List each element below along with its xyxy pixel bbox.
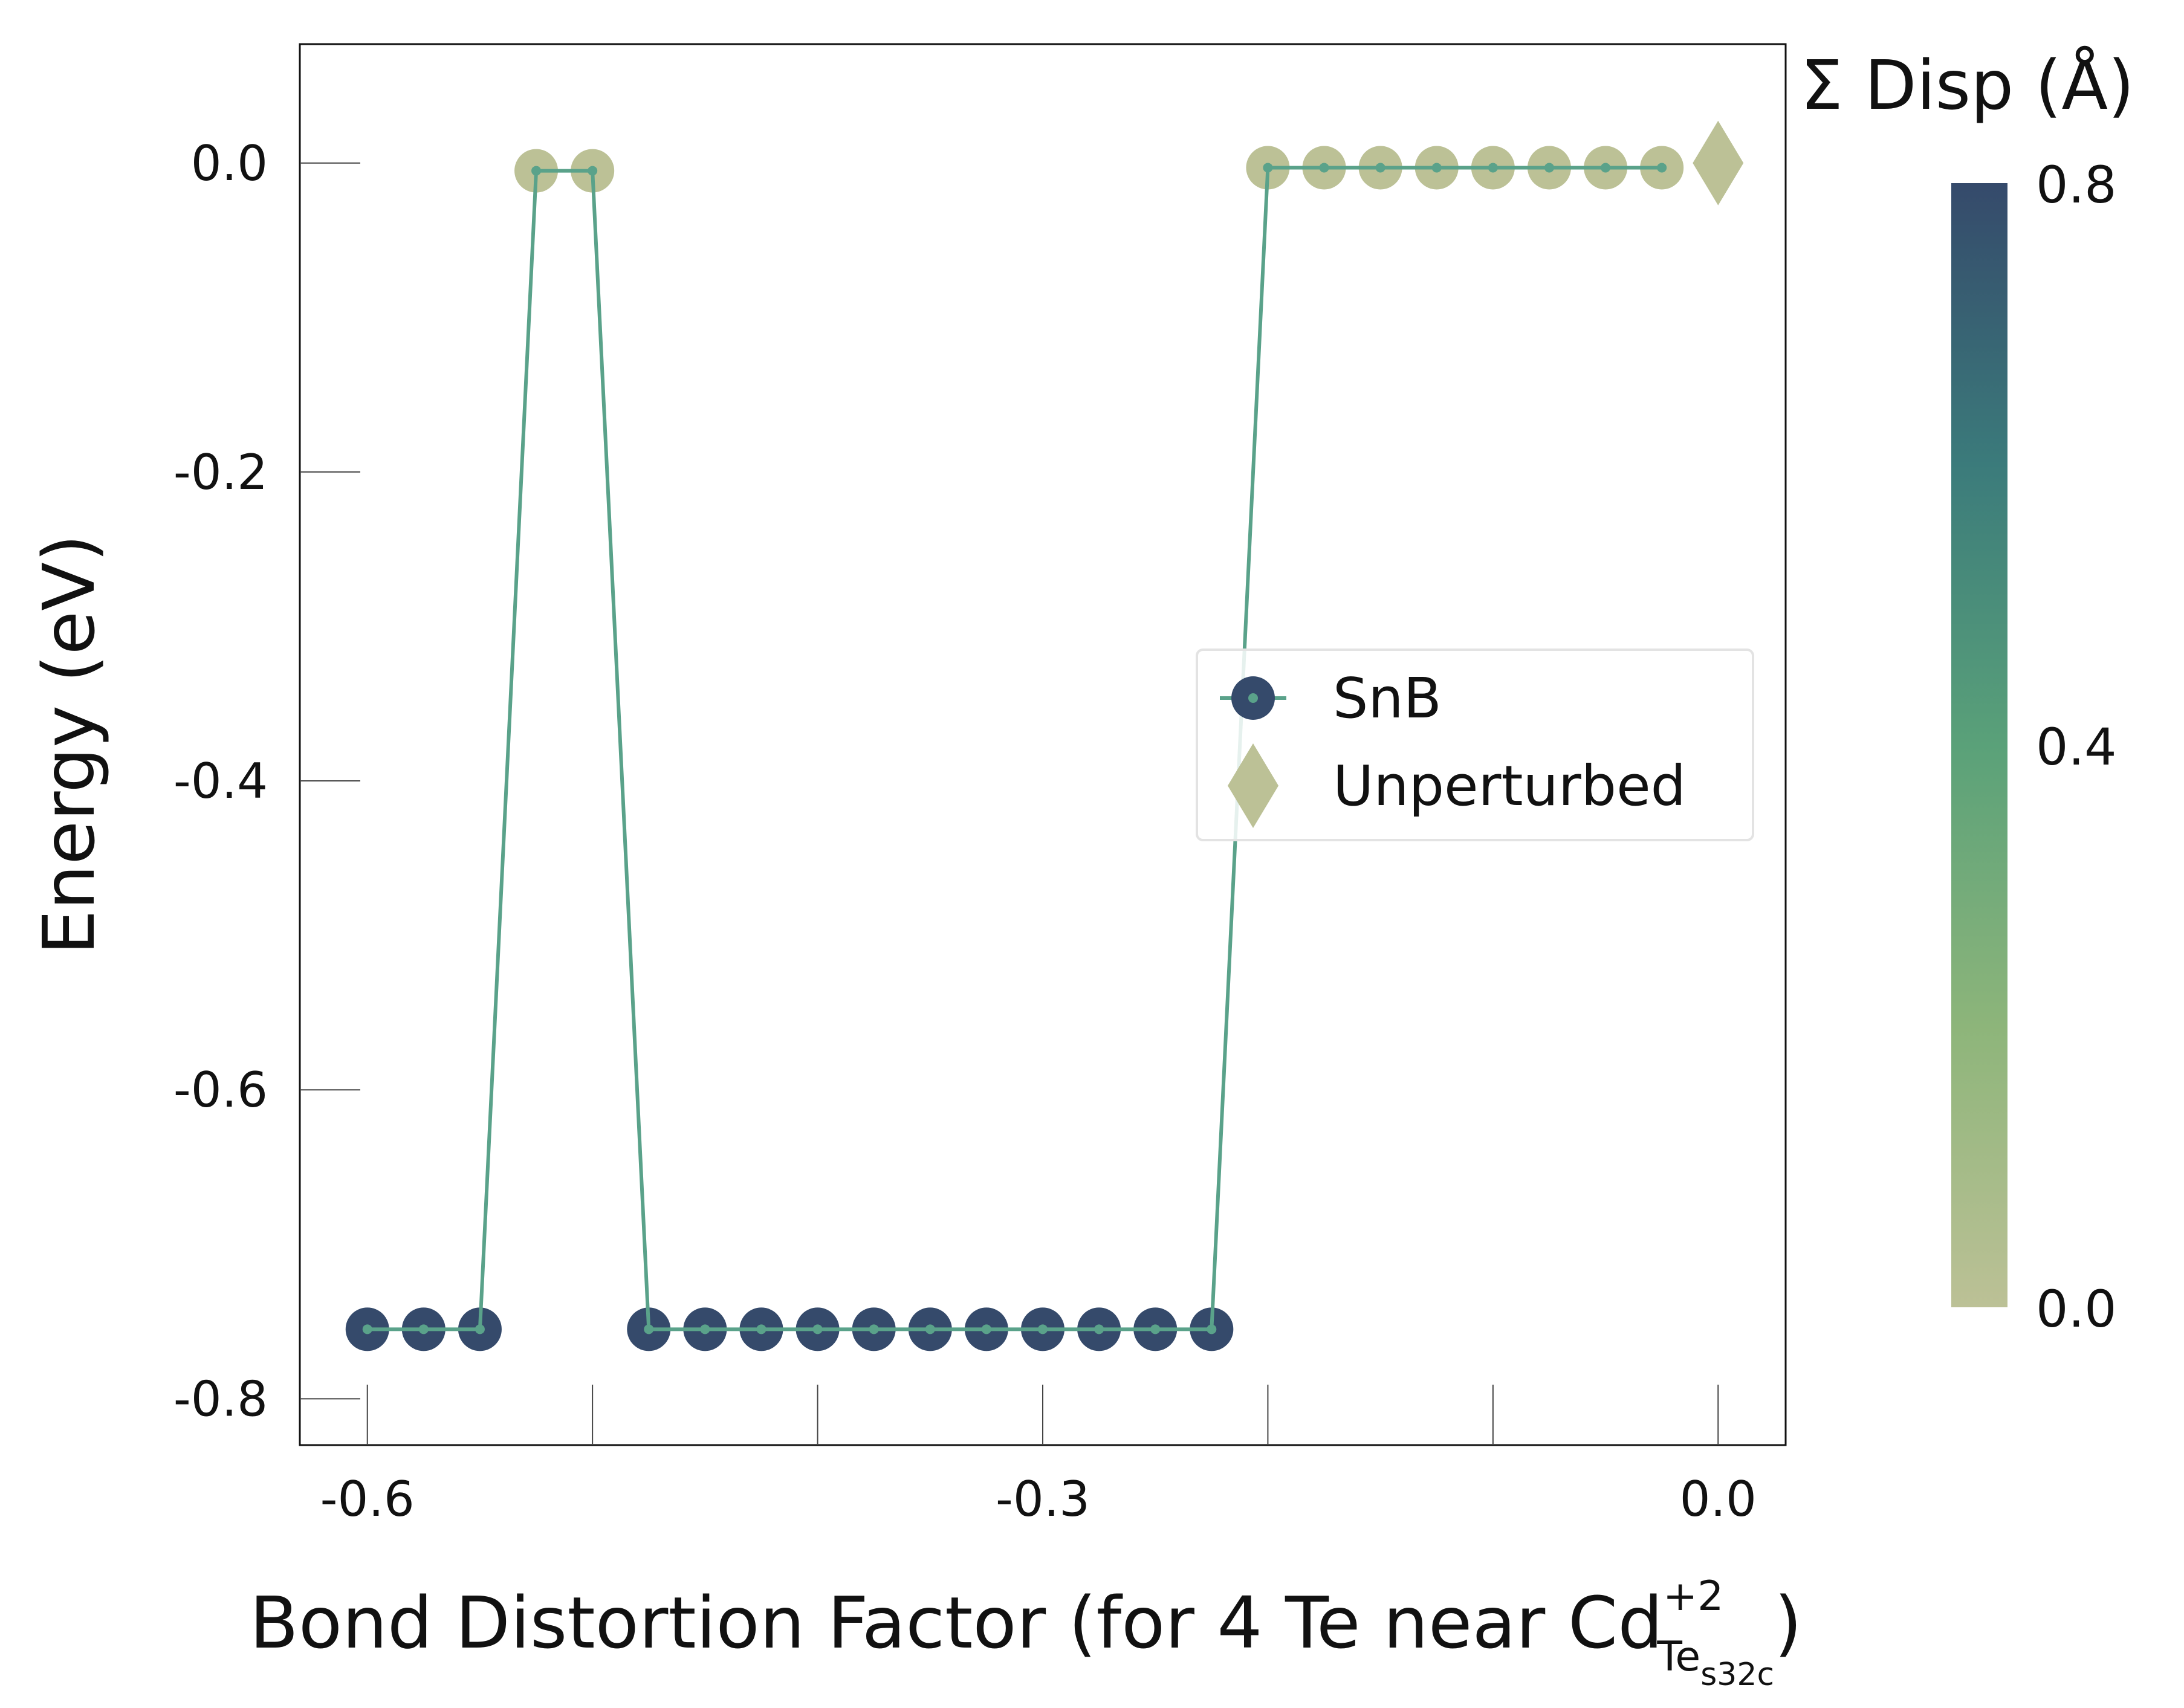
colorbar-gradient xyxy=(1951,183,2007,1307)
snb-line-dot xyxy=(1094,1324,1104,1334)
colorbar-tick-0.4: 0.4 xyxy=(2036,717,2117,777)
y-tick-label: -0.2 xyxy=(173,444,268,500)
snb-line-dot xyxy=(362,1324,372,1334)
legend-snb-dot xyxy=(1248,693,1258,703)
snb-line-dot xyxy=(1431,163,1442,173)
x-axis-label-subscript: Te xyxy=(1656,1633,1700,1681)
snb-line-dot xyxy=(700,1324,710,1334)
x-axis-label-subsubscript: s32c xyxy=(1700,1657,1774,1693)
series-layer xyxy=(345,120,1744,1351)
snb-line-dot xyxy=(1263,163,1273,173)
x-axis-label: Bond Distortion Factor (for 4 Te near Cd… xyxy=(250,1573,1802,1693)
snb-line-dot xyxy=(1657,163,1667,173)
legend-snb-label: SnB xyxy=(1333,666,1442,731)
snb-line-dot xyxy=(1544,163,1554,173)
legend-box xyxy=(1196,649,1754,841)
colorbar-tick-0.0: 0.0 xyxy=(2036,1279,2117,1339)
x-tick-label: 0.0 xyxy=(1680,1471,1757,1527)
y-tick-label: -0.4 xyxy=(173,753,268,809)
x-axis-label-main: Bond Distortion Factor (for 4 Te near Cd xyxy=(250,1581,1663,1664)
snb-line-dot xyxy=(869,1324,879,1334)
legend: SnB Unperturbed xyxy=(1196,649,1754,841)
snb-line-dot xyxy=(756,1324,766,1334)
legend-unperturbed-label: Unperturbed xyxy=(1333,754,1686,818)
snb-line-dot xyxy=(475,1324,485,1334)
y-tick-label: -0.8 xyxy=(173,1371,268,1427)
snb-line xyxy=(367,166,1662,1331)
unperturbed-point xyxy=(1693,120,1744,205)
snb-line-dot xyxy=(981,1324,991,1334)
colorbar-title: Σ Disp (Å) xyxy=(1800,46,2134,125)
x-tick-label: -0.6 xyxy=(320,1471,415,1527)
snb-line-dot xyxy=(1601,163,1611,173)
snb-line-dot xyxy=(418,1324,429,1334)
snb-line-dot xyxy=(1375,163,1385,173)
snb-line-dot xyxy=(1488,163,1498,173)
legend-unperturbed-marker xyxy=(1228,743,1278,828)
snb-line-dot xyxy=(1038,1324,1048,1334)
y-tick-label: -0.6 xyxy=(173,1062,268,1118)
y-axis: 0.0 -0.2 -0.4 -0.6 -0.8 xyxy=(173,135,360,1427)
x-axis-label-close: ) xyxy=(1774,1581,1802,1664)
snb-line-dot xyxy=(1207,1324,1217,1334)
colorbar: Σ Disp (Å) 0.8 0.4 0.0 xyxy=(1800,46,2134,1339)
x-axis: -0.6 -0.3 0.0 xyxy=(320,1385,1757,1527)
snb-line-dot xyxy=(1319,163,1329,173)
x-tick-label: -0.3 xyxy=(996,1471,1090,1527)
snb-line-dot xyxy=(812,1324,823,1334)
colorbar-tick-0.8: 0.8 xyxy=(2036,155,2117,215)
snb-line-dot xyxy=(1150,1324,1161,1334)
snb-line-dot xyxy=(531,166,542,176)
y-axis-label: Energy (eV) xyxy=(27,534,111,955)
y-tick-label: 0.0 xyxy=(191,135,268,192)
snb-line-dot xyxy=(925,1324,935,1334)
snb-line-dot xyxy=(588,166,598,176)
snb-line-dot xyxy=(644,1324,654,1334)
x-axis-label-superscript: +2 xyxy=(1663,1573,1723,1620)
